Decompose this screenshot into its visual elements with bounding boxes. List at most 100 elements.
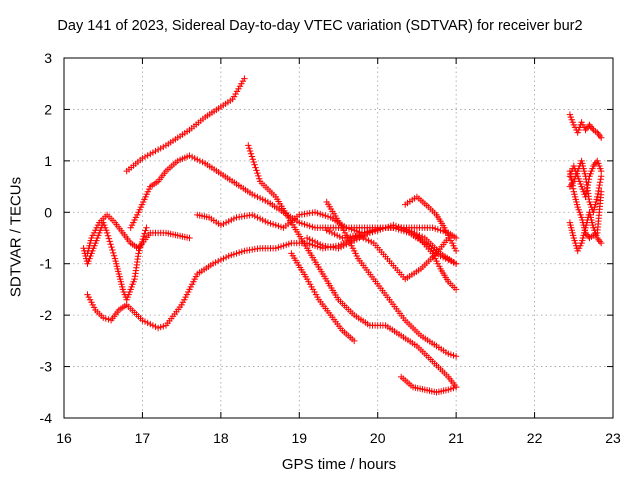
data-point: [343, 241, 350, 248]
data-point: [351, 337, 358, 345]
data-point: [598, 134, 605, 141]
x-tick-label: 22: [527, 430, 543, 446]
data-point: [306, 222, 313, 230]
y-tick-label: -4: [40, 410, 53, 426]
data-point: [247, 150, 255, 157]
data-point: [255, 172, 262, 180]
data-point: [245, 142, 252, 149]
data-point: [141, 318, 149, 325]
x-axis-label: GPS time / hours: [281, 456, 397, 473]
data-point: [134, 255, 141, 263]
series-track-11: [323, 227, 452, 283]
x-tick-label: 23: [605, 430, 621, 446]
data-point: [248, 153, 256, 160]
data-point: [582, 193, 589, 201]
data-point: [252, 164, 259, 171]
data-point: [106, 238, 113, 245]
data-point: [324, 213, 332, 220]
x-tick-label: 17: [135, 430, 151, 446]
data-point: [570, 185, 577, 192]
y-tick-label: -3: [40, 359, 53, 375]
data-point: [379, 225, 387, 232]
grid: [63, 57, 614, 419]
data-point: [107, 241, 114, 248]
x-tick-label: 21: [448, 430, 464, 446]
data-point: [139, 235, 147, 243]
data-point: [137, 241, 145, 249]
data-point: [452, 353, 460, 360]
data-point: [251, 212, 258, 220]
data-point: [110, 249, 117, 257]
y-tick-label: 2: [44, 101, 52, 117]
data-point: [595, 184, 603, 192]
data-point: [186, 234, 193, 242]
data-point: [452, 383, 460, 391]
chart-title: Day 141 of 2023, Sidereal Day-to-day VTE…: [57, 18, 583, 34]
data-point: [434, 226, 441, 233]
data-point: [452, 286, 460, 293]
data-point: [140, 233, 147, 240]
data-point: [253, 167, 260, 174]
data-point: [141, 230, 148, 237]
data-point: [138, 238, 146, 246]
data-point: [143, 224, 150, 231]
data-point: [104, 232, 112, 239]
data-point: [233, 250, 240, 257]
data-point: [398, 224, 405, 231]
data-point: [360, 234, 367, 242]
data-point: [141, 153, 149, 161]
data-point: [160, 323, 167, 330]
data-point: [136, 247, 143, 254]
data-point: [598, 173, 605, 180]
data-point: [452, 247, 460, 255]
series-track-4: [84, 211, 193, 257]
data-point: [246, 147, 254, 155]
x-tick-label: 20: [370, 430, 386, 446]
data-point: [452, 260, 460, 267]
data-point: [254, 169, 261, 177]
series-track-1: [123, 75, 248, 175]
data-point: [241, 75, 248, 82]
data-point: [108, 243, 115, 251]
series-track-13: [398, 373, 460, 396]
series-track-18: [566, 157, 605, 216]
x-tick-label: 18: [213, 430, 229, 446]
y-tick-label: 3: [44, 50, 52, 66]
data-point: [105, 235, 113, 242]
data-point: [249, 156, 256, 163]
series-track-14: [566, 111, 605, 141]
data-point: [109, 246, 116, 254]
data-point: [256, 175, 263, 182]
data-point: [595, 187, 602, 195]
data-point: [250, 158, 257, 166]
data-point: [215, 257, 222, 265]
y-tick-label: -1: [40, 256, 53, 272]
y-tick-label: -2: [40, 307, 53, 323]
data-point: [246, 145, 253, 152]
data-point: [251, 161, 258, 168]
data-point: [452, 234, 460, 242]
data-point: [251, 192, 258, 199]
data-point: [196, 157, 204, 165]
plot-frame: [63, 57, 614, 419]
data-point: [594, 193, 601, 201]
data-point: [567, 170, 574, 178]
series-track-12: [402, 193, 460, 255]
data-point: [142, 227, 149, 234]
series-track-8: [288, 250, 358, 345]
data-point: [596, 179, 604, 186]
data-point: [135, 250, 142, 257]
data-point: [326, 228, 333, 235]
data-point: [269, 221, 277, 228]
y-tick-label: 0: [44, 204, 52, 220]
data-point: [306, 236, 313, 243]
series-track-17: [566, 167, 605, 242]
data-point: [103, 229, 111, 237]
data-point: [598, 239, 605, 247]
y-axis-label: SDTVAR / TECUs: [7, 176, 25, 298]
series-track-7: [245, 142, 460, 391]
x-tick-label: 16: [56, 430, 72, 446]
data-point: [160, 143, 167, 151]
series-track-2: [127, 152, 460, 267]
